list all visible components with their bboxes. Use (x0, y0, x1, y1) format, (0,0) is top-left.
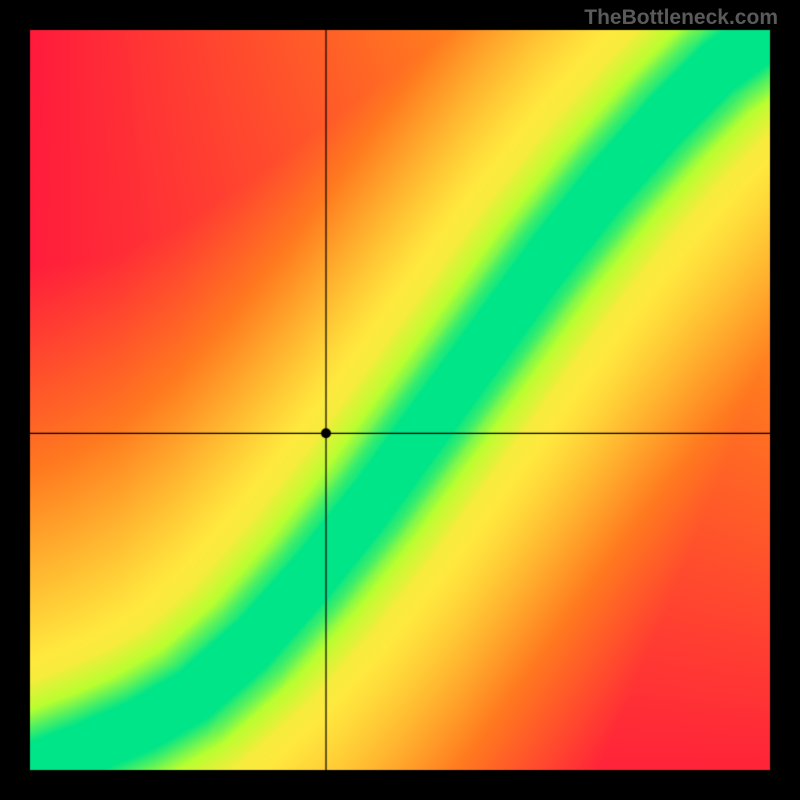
bottleneck-heatmap (0, 0, 800, 800)
chart-container: TheBottleneck.com (0, 0, 800, 800)
watermark-text: TheBottleneck.com (584, 6, 778, 30)
